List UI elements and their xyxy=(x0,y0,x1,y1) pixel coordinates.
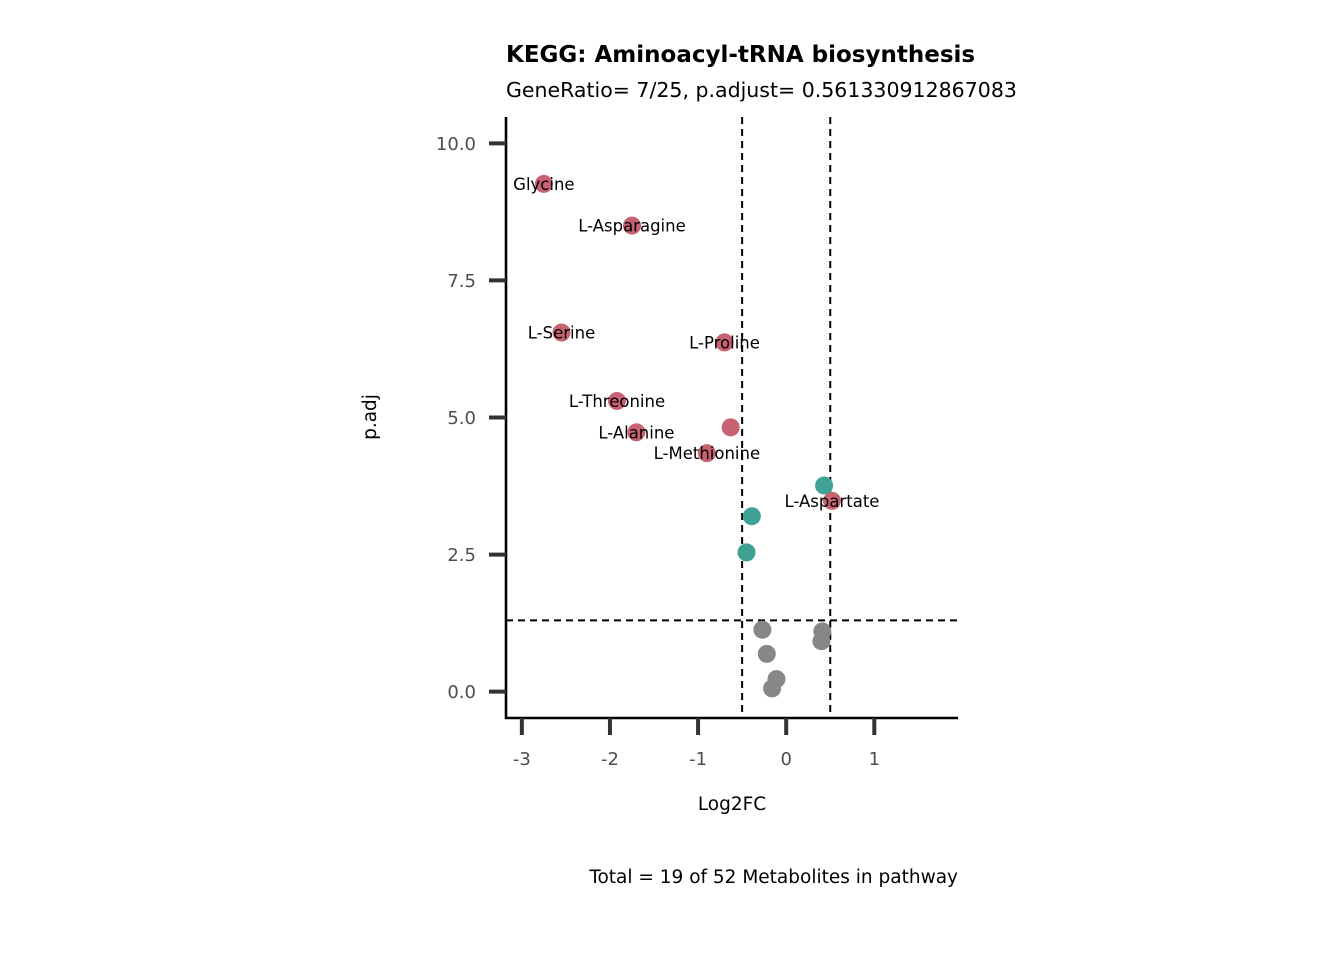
y-tick-label: 2.5 xyxy=(447,545,476,566)
x-tick-label: -3 xyxy=(513,749,531,770)
data-point xyxy=(534,174,553,193)
data-point xyxy=(622,216,641,235)
data-point xyxy=(815,476,834,495)
point-label: L-Asparagine xyxy=(578,217,686,236)
point-label: L-Serine xyxy=(528,324,595,343)
data-point xyxy=(823,491,842,510)
data-point xyxy=(715,333,734,352)
x-axis-title: Log2FC xyxy=(698,794,766,815)
chart-title: KEGG: Aminoacyl-tRNA biosynthesis xyxy=(506,42,975,68)
data-point xyxy=(737,543,756,562)
data-point xyxy=(697,444,716,463)
x-tick-label: -1 xyxy=(689,749,707,770)
data-point xyxy=(552,323,571,342)
point-label: L-Alanine xyxy=(598,423,674,442)
y-tick-label: 5.0 xyxy=(447,408,476,429)
point-label: L-Threonine xyxy=(569,392,665,411)
point-label: L-Proline xyxy=(689,333,760,352)
y-axis-title: p.adj xyxy=(360,394,381,440)
chart-subtitle: GeneRatio= 7/25, p.adjust= 0.56133091286… xyxy=(506,78,1017,102)
data-point xyxy=(753,620,772,639)
data-point xyxy=(763,679,782,698)
x-tick-label: -2 xyxy=(601,749,619,770)
plot-area: 0.0 2.5 5.0 7.5 10.0 -3 -2 -1 0 1 Glycine L-Asparag… xyxy=(436,117,958,770)
y-tick-label: 0.0 xyxy=(447,682,476,703)
data-point xyxy=(812,632,831,651)
data-point xyxy=(757,644,776,663)
point-label: Glycine xyxy=(513,175,574,194)
data-point xyxy=(608,392,627,411)
point-label: L-Methionine xyxy=(654,444,761,463)
data-point xyxy=(627,423,646,442)
data-point xyxy=(721,418,740,437)
data-point xyxy=(742,507,761,526)
y-tick-label: 7.5 xyxy=(447,271,476,292)
x-tick-label: 0 xyxy=(780,749,791,770)
x-tick-label: 1 xyxy=(869,749,880,770)
chart-caption: Total = 19 of 52 Metabolites in pathway xyxy=(588,867,958,888)
point-label: L-Aspartate xyxy=(785,492,880,511)
y-tick-label: 10.0 xyxy=(436,134,476,155)
